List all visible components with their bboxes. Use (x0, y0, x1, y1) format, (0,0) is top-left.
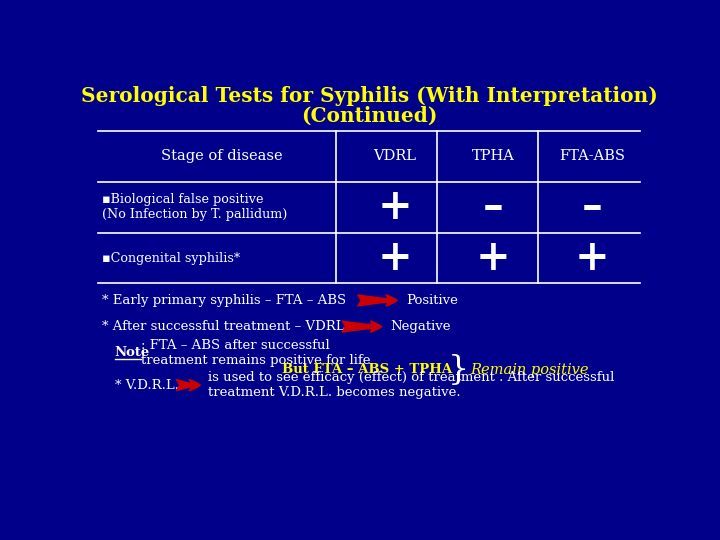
Text: But FTA – ABS + TPHA: But FTA – ABS + TPHA (282, 363, 452, 376)
Text: –: – (482, 186, 503, 228)
Text: TPHA: TPHA (472, 150, 514, 164)
Text: VDRL: VDRL (373, 150, 416, 164)
Text: Positive: Positive (406, 294, 458, 307)
Text: ▪Congenital syphilis*: ▪Congenital syphilis* (102, 252, 240, 265)
Text: is used to see efficacy (effect) of treatment . After successful
treatment V.D.R: is used to see efficacy (effect) of trea… (208, 371, 614, 399)
Text: Remain positive: Remain positive (469, 363, 588, 377)
Text: +: + (575, 237, 610, 279)
Text: Serological Tests for Syphilis (With Interpretation): Serological Tests for Syphilis (With Int… (81, 86, 657, 106)
Text: : FTA – ABS after successful
treatment remains positive for life: : FTA – ABS after successful treatment r… (141, 339, 371, 367)
Text: Note: Note (114, 346, 150, 359)
Text: }: } (448, 354, 469, 386)
Text: * Early primary syphilis – FTA – ABS: * Early primary syphilis – FTA – ABS (102, 294, 346, 307)
Text: (Continued): (Continued) (301, 106, 437, 126)
Text: ▪Biological false positive
(No Infection by T. pallidum): ▪Biological false positive (No Infection… (102, 193, 287, 221)
Text: Negative: Negative (391, 320, 451, 333)
Text: FTA-ABS: FTA-ABS (559, 150, 625, 164)
Text: * After successful treatment – VDRL: * After successful treatment – VDRL (102, 320, 344, 333)
Text: Stage of disease: Stage of disease (161, 150, 282, 164)
Text: +: + (377, 186, 412, 228)
Text: +: + (377, 237, 412, 279)
Text: * V.D.R.L.: * V.D.R.L. (114, 379, 179, 392)
Text: –: – (582, 186, 603, 228)
Text: +: + (476, 237, 510, 279)
